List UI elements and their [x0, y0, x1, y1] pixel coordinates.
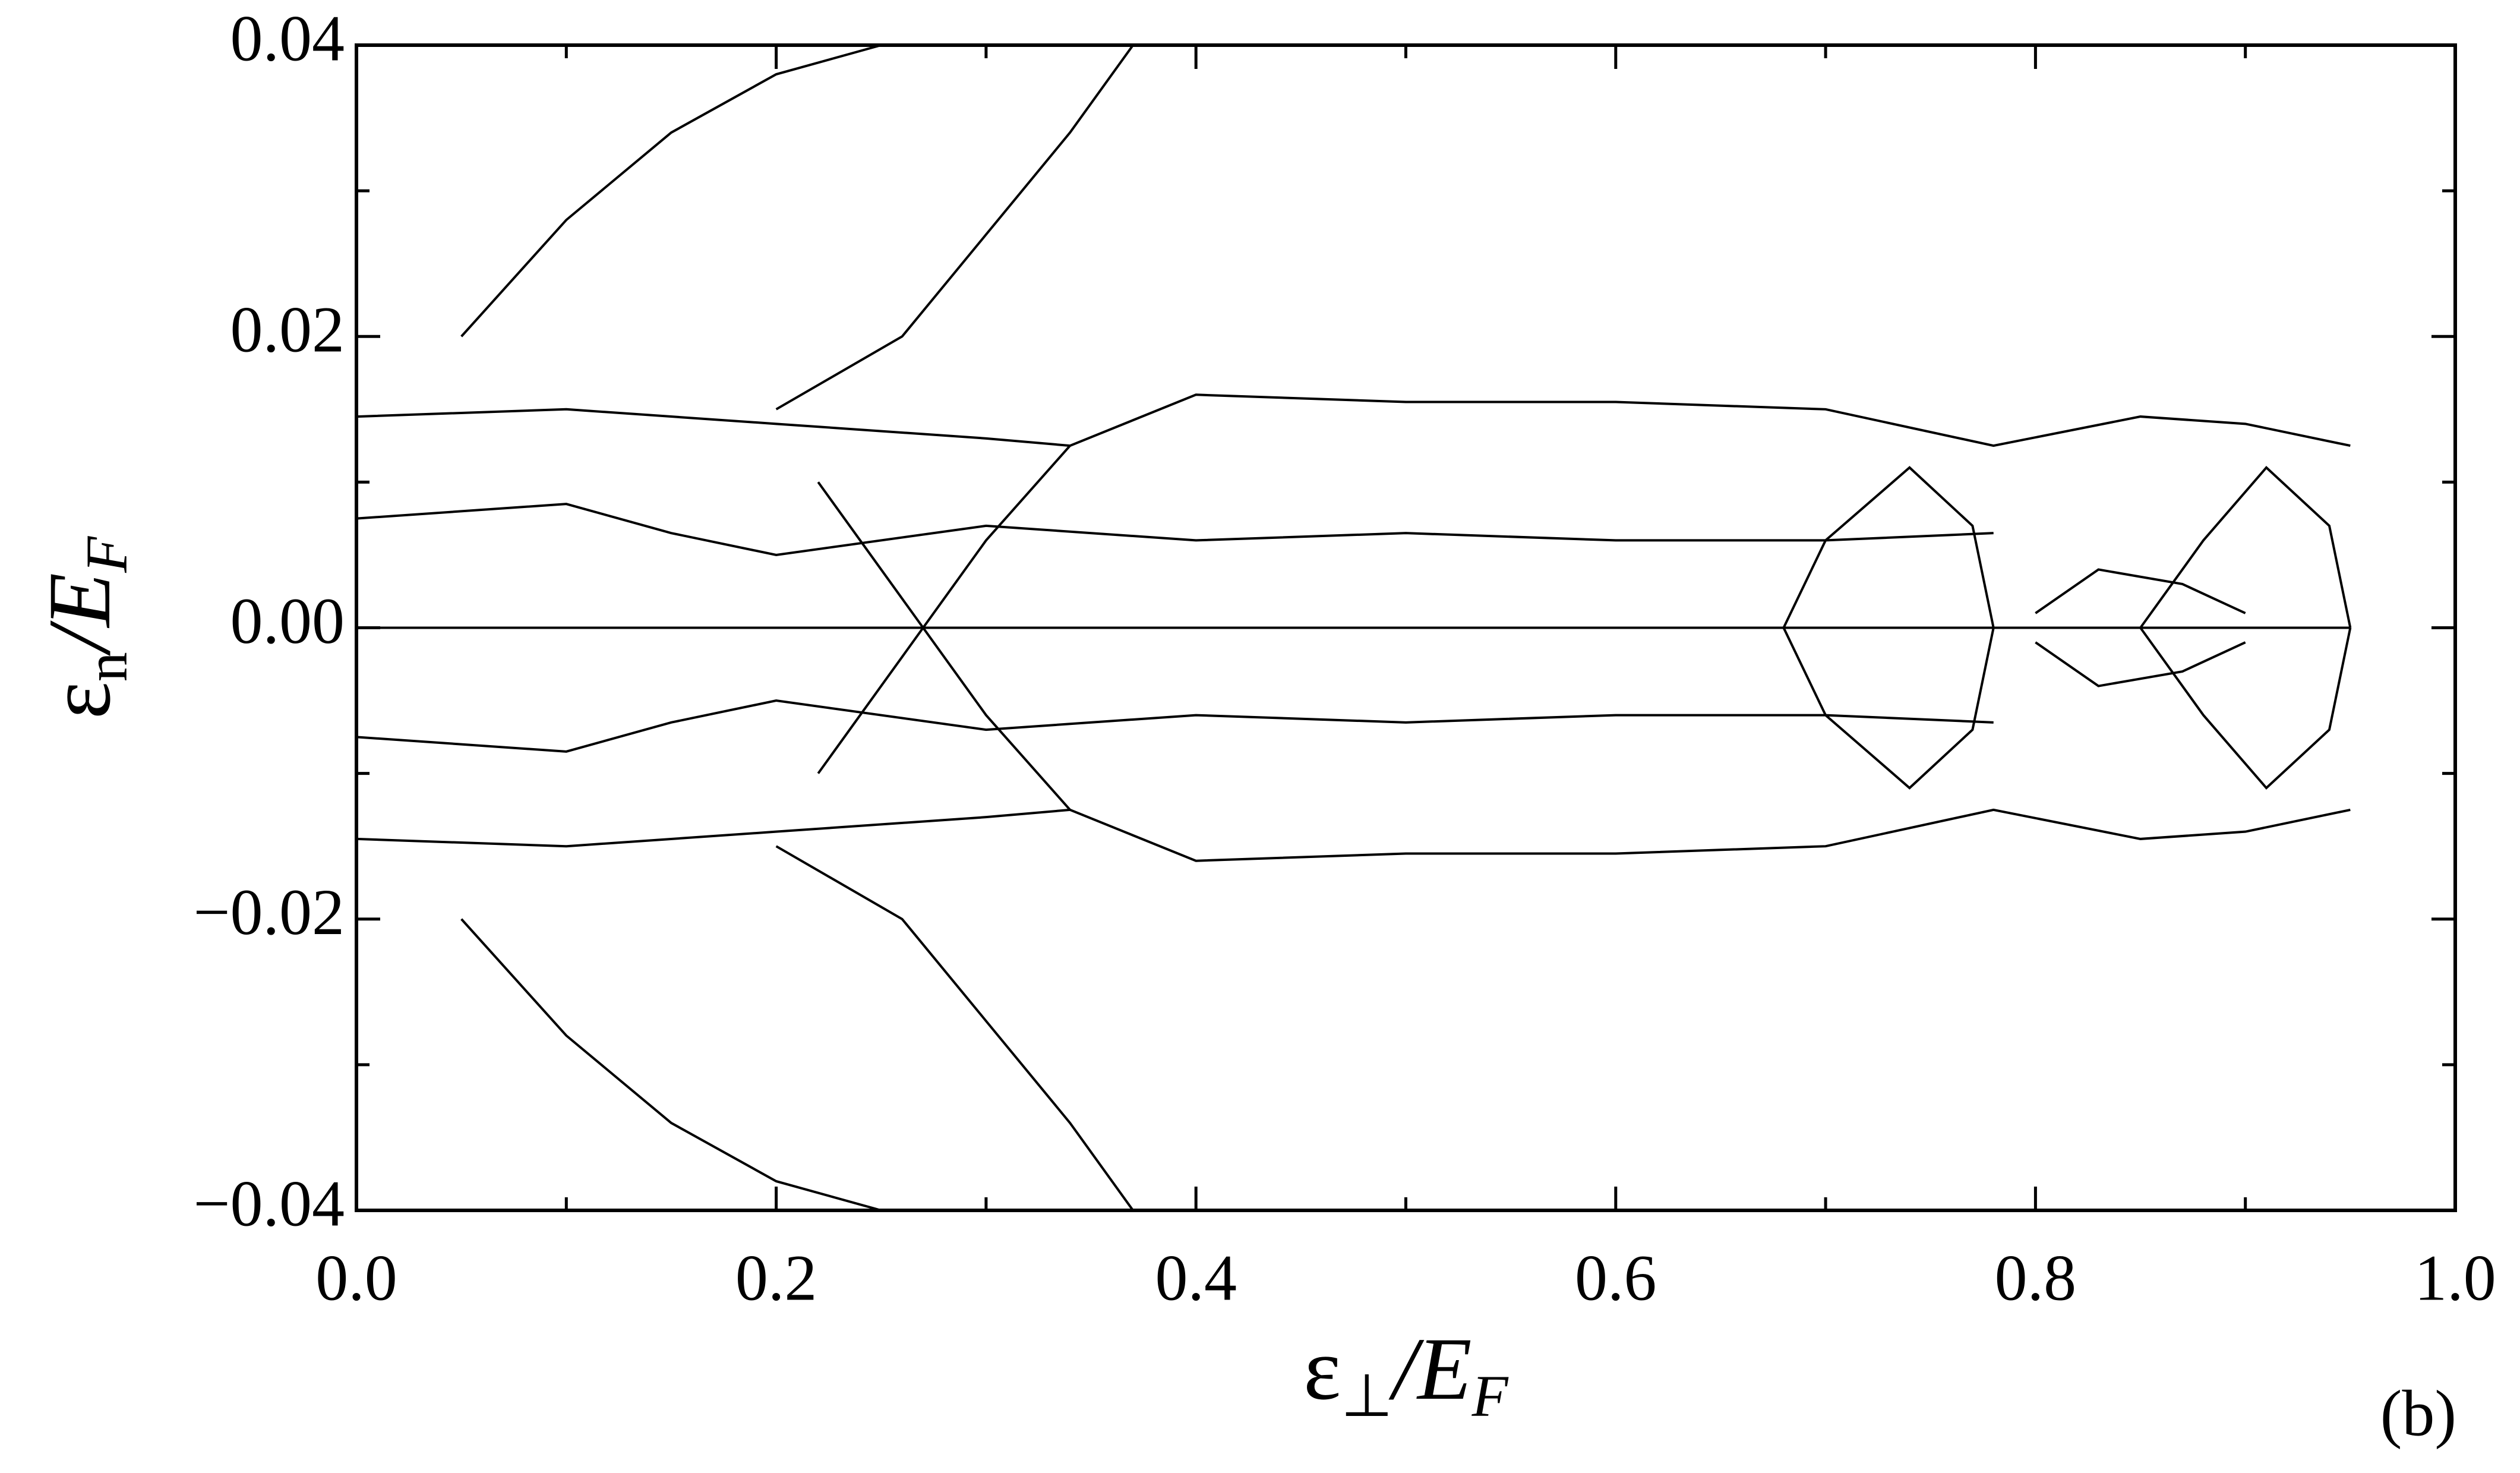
- series-line: [2035, 641, 2246, 687]
- series-line: [817, 444, 1071, 774]
- series-line: [2139, 465, 2352, 629]
- series-line: [1782, 466, 1995, 629]
- xlabel-part: F: [1471, 1363, 1509, 1429]
- y-tick-label: −0.04: [193, 1167, 345, 1239]
- series-line: [460, 918, 882, 1212]
- series-line: [2035, 568, 2246, 614]
- y-tick-label: 0.00: [230, 585, 345, 657]
- x-tick-label: 0.6: [1575, 1241, 1657, 1314]
- xlabel-part: ⊥: [1341, 1363, 1392, 1429]
- y-tick-label: 0.02: [230, 294, 345, 366]
- series-line: [356, 503, 1994, 556]
- series-line: [775, 44, 1134, 411]
- series-line: [356, 699, 1994, 753]
- y-tick-label: −0.02: [193, 876, 345, 948]
- series-line: [2139, 627, 2352, 790]
- x-tick-label: 0.8: [1995, 1241, 2077, 1314]
- series-line: [775, 845, 1134, 1212]
- x-tick-label: 0.4: [1155, 1241, 1237, 1314]
- xlabel: ε⊥/EF: [1303, 1320, 1508, 1429]
- ylabel-part: F: [74, 536, 140, 573]
- ylabel: εn/EF: [30, 536, 140, 719]
- series-line: [356, 808, 2351, 862]
- x-tick-label: 0.2: [735, 1241, 817, 1314]
- ylabel-part: ε: [30, 682, 129, 719]
- series-line: [817, 481, 1071, 811]
- series-line: [460, 44, 882, 338]
- y-tick-label: 0.04: [230, 2, 345, 74]
- series-line: [1782, 627, 1995, 790]
- ylabel-part: /E: [30, 573, 129, 656]
- x-tick-label: 0.0: [315, 1241, 397, 1314]
- xlabel-part: /E: [1388, 1320, 1471, 1418]
- x-tick-label: 1.0: [2414, 1241, 2496, 1314]
- ylabel-part: n: [74, 652, 140, 682]
- annotation: (b): [2380, 1377, 2456, 1449]
- xlabel-part: ε: [1303, 1320, 1341, 1418]
- series-line: [356, 393, 2351, 447]
